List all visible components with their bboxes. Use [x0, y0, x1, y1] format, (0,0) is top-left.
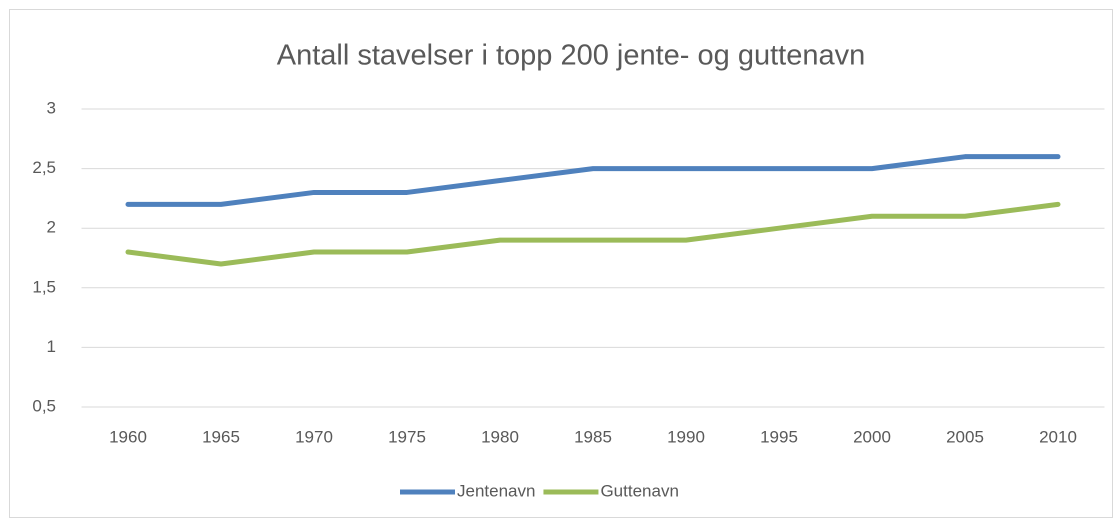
y-tick-label: 0,5: [32, 396, 56, 415]
x-tick-label: 1960: [109, 427, 147, 446]
legend-label: Guttenavn: [600, 481, 678, 500]
y-tick-label: 2,5: [32, 158, 56, 177]
legend-label: Jentenavn: [457, 481, 535, 500]
x-tick-label: 1980: [481, 427, 519, 446]
chart-title: Antall stavelser i topp 200 jente- og gu…: [277, 40, 865, 72]
x-tick-label: 1995: [760, 427, 798, 446]
y-tick-label: 1,5: [32, 277, 56, 296]
x-tick-label: 1965: [202, 427, 240, 446]
x-tick-label: 1990: [667, 427, 705, 446]
y-tick-label: 1: [47, 337, 56, 356]
chart-border: [9, 9, 1113, 518]
y-tick-label: 3: [47, 98, 56, 117]
x-tick-label: 1975: [388, 427, 426, 446]
x-tick-label: 1985: [574, 427, 612, 446]
y-tick-label: 2: [47, 218, 56, 237]
x-tick-label: 2000: [853, 427, 891, 446]
line-series: [125, 201, 1061, 267]
x-tick-label: 2005: [946, 427, 984, 446]
x-tick-label: 1970: [295, 427, 333, 446]
line-series: [125, 154, 1061, 207]
x-tick-label: 2010: [1039, 427, 1077, 446]
